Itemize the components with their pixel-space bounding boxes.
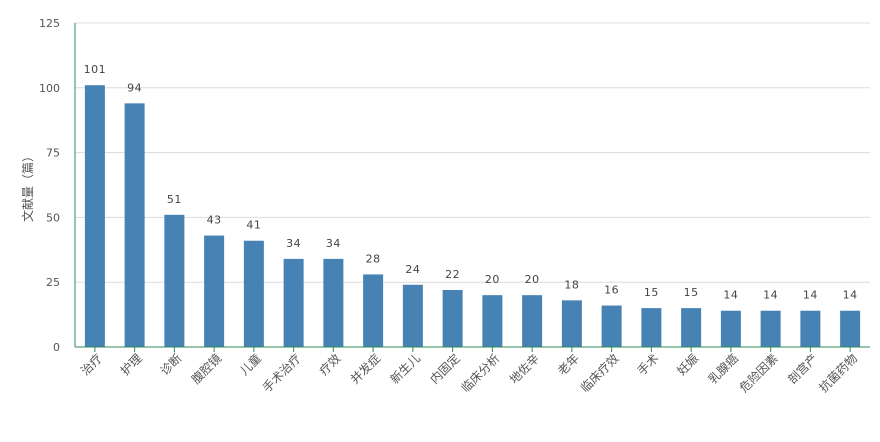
data-label: 14 xyxy=(723,289,738,302)
y-tick-label: 50 xyxy=(46,211,60,224)
y-tick-label: 125 xyxy=(39,17,60,30)
x-tick-label: 治疗 xyxy=(78,351,105,378)
bar xyxy=(760,310,781,347)
x-tick-label: 抗菌药物 xyxy=(816,351,861,396)
bar xyxy=(243,240,264,347)
x-tick-label: 诊断 xyxy=(157,351,185,379)
data-label: 24 xyxy=(405,263,420,276)
bar xyxy=(402,284,423,347)
bar xyxy=(482,295,503,347)
data-label: 28 xyxy=(366,252,381,265)
y-tick-label: 0 xyxy=(53,341,60,354)
bar xyxy=(283,258,304,347)
x-tick-label: 危险因素 xyxy=(736,351,781,396)
x-tick-label: 老年 xyxy=(555,351,582,378)
data-label: 94 xyxy=(127,81,142,94)
data-label: 51 xyxy=(167,193,182,206)
data-label: 18 xyxy=(564,278,579,291)
bar xyxy=(363,274,384,347)
data-label: 43 xyxy=(207,214,222,227)
data-label: 14 xyxy=(763,289,778,302)
x-tick-label: 妊娠 xyxy=(674,351,701,378)
data-label: 20 xyxy=(525,273,540,286)
x-tick-label: 护理 xyxy=(118,351,145,378)
bar xyxy=(601,305,622,347)
x-tick-label: 新生儿 xyxy=(387,351,423,387)
data-label: 34 xyxy=(286,237,301,250)
x-tick-label: 疗效 xyxy=(316,351,344,379)
data-label: 101 xyxy=(84,63,107,76)
bar xyxy=(840,310,861,347)
bar xyxy=(323,258,344,347)
x-tick-label: 儿童 xyxy=(236,351,264,379)
x-tick-label: 手术治疗 xyxy=(260,351,304,395)
bar xyxy=(720,310,741,347)
bar xyxy=(681,308,702,347)
x-tick-label: 腹腔镜 xyxy=(188,351,224,387)
bar xyxy=(442,289,463,347)
data-label: 15 xyxy=(644,286,659,299)
x-tick-label: 并发症 xyxy=(347,351,383,387)
y-tick-label: 75 xyxy=(46,147,60,160)
data-label: 41 xyxy=(246,219,261,232)
bar xyxy=(84,85,105,347)
bar xyxy=(641,308,662,347)
bar xyxy=(164,214,185,347)
data-label: 15 xyxy=(684,286,699,299)
x-tick-label: 地佐辛 xyxy=(507,351,542,386)
bar xyxy=(800,310,821,347)
data-label: 14 xyxy=(843,289,858,302)
y-tick-label: 25 xyxy=(46,276,60,289)
bars xyxy=(84,85,861,348)
gridlines xyxy=(75,22,870,283)
x-tick-label: 乳腺癌 xyxy=(705,351,741,387)
bar xyxy=(561,300,582,347)
axes xyxy=(74,23,870,352)
bar xyxy=(204,235,225,347)
x-tick-label: 临床疗效 xyxy=(577,351,622,396)
bar xyxy=(124,103,145,348)
y-axis-title: 文献量（篇） xyxy=(20,150,35,222)
x-tick-label: 内固定 xyxy=(427,351,463,387)
data-label: 34 xyxy=(326,237,341,250)
data-label: 20 xyxy=(485,273,500,286)
data-label: 14 xyxy=(803,289,818,302)
bar xyxy=(522,295,543,347)
x-tick-label: 手术 xyxy=(635,351,662,378)
y-tick-label: 100 xyxy=(39,82,60,95)
data-label: 22 xyxy=(445,268,460,281)
x-tick-label: 临床分析 xyxy=(459,351,503,395)
x-tick-label: 剖宫产 xyxy=(784,351,820,387)
data-label: 16 xyxy=(604,284,619,297)
